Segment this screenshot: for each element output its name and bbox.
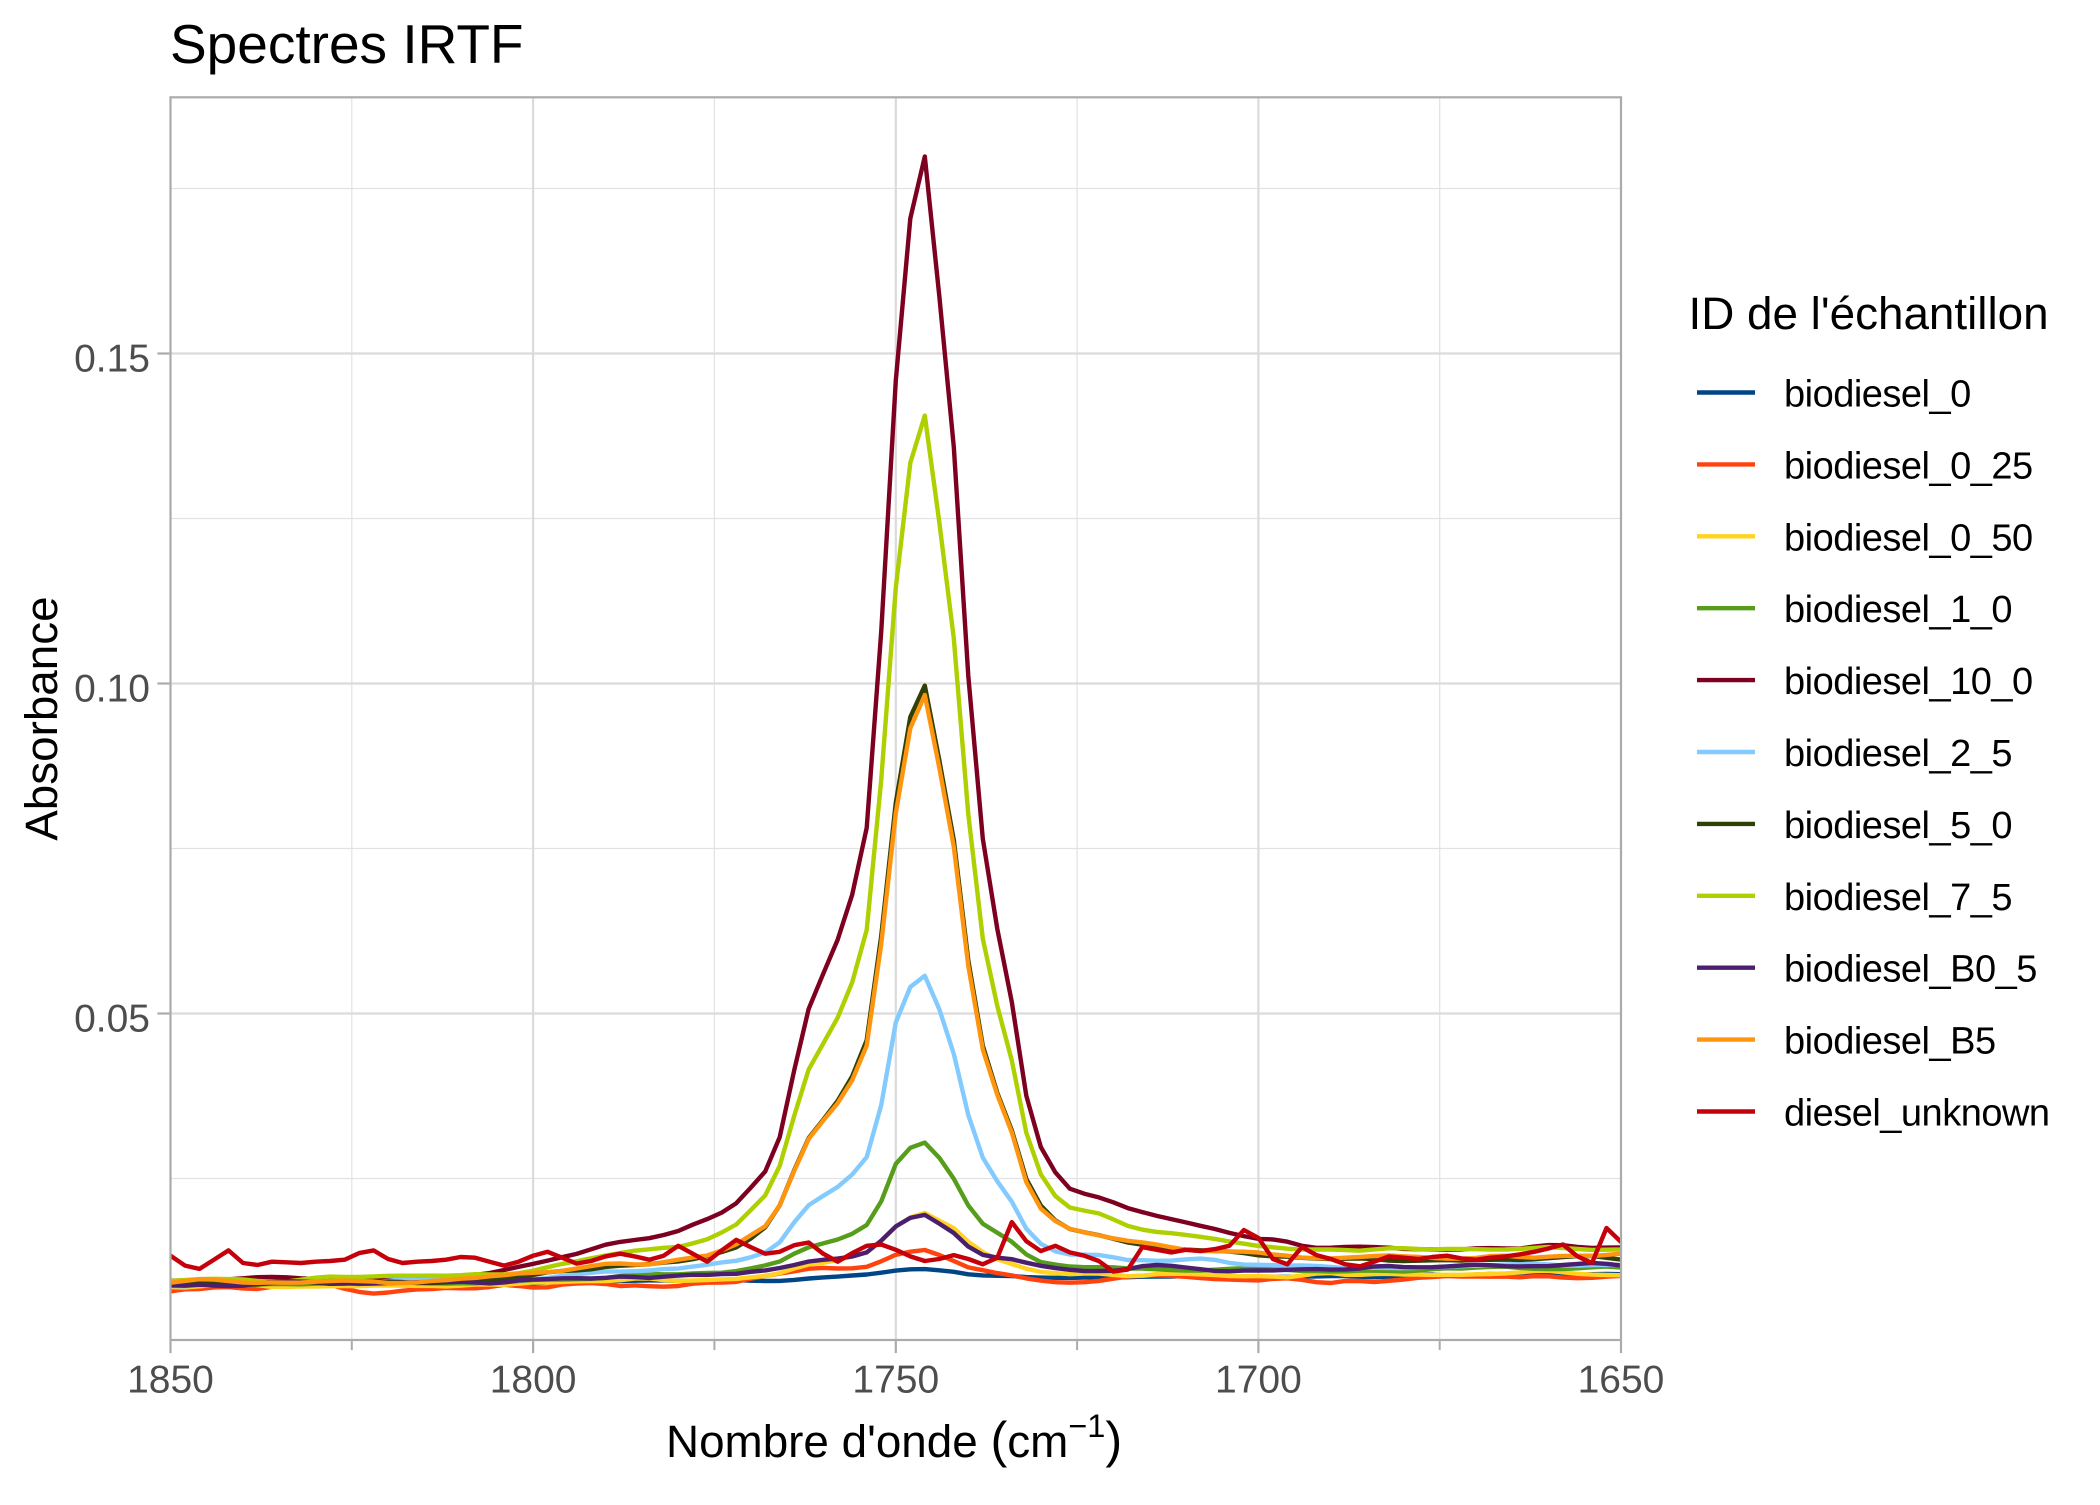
svg-text:0.05: 0.05 <box>74 998 150 1041</box>
svg-text:1700: 1700 <box>1215 1359 1302 1402</box>
svg-text:biodiesel_10_0: biodiesel_10_0 <box>1784 661 2033 703</box>
svg-text:1750: 1750 <box>852 1359 939 1402</box>
svg-text:diesel_unknown: diesel_unknown <box>1784 1093 2050 1135</box>
svg-text:biodiesel_2_5: biodiesel_2_5 <box>1784 733 2012 775</box>
svg-text:biodiesel_B0_5: biodiesel_B0_5 <box>1784 949 2037 991</box>
svg-text:1650: 1650 <box>1578 1359 1665 1402</box>
svg-text:biodiesel_7_5: biodiesel_7_5 <box>1784 877 2012 919</box>
svg-text:Spectres IRTF: Spectres IRTF <box>170 13 524 75</box>
svg-text:biodiesel_0: biodiesel_0 <box>1784 374 1971 416</box>
svg-text:0.10: 0.10 <box>74 668 150 711</box>
svg-text:Nombre d'onde (cm−1): Nombre d'onde (cm−1) <box>666 1408 1122 1468</box>
svg-text:biodiesel_0_25: biodiesel_0_25 <box>1784 445 2033 487</box>
svg-text:1800: 1800 <box>490 1359 577 1402</box>
svg-text:Absorbance: Absorbance <box>16 596 67 840</box>
svg-text:0.15: 0.15 <box>74 338 150 381</box>
svg-text:biodiesel_5_0: biodiesel_5_0 <box>1784 805 2012 847</box>
svg-text:1850: 1850 <box>127 1359 214 1402</box>
svg-text:biodiesel_0_50: biodiesel_0_50 <box>1784 517 2033 559</box>
svg-text:biodiesel_1_0: biodiesel_1_0 <box>1784 589 2012 631</box>
svg-text:biodiesel_B5: biodiesel_B5 <box>1784 1021 1996 1063</box>
svg-text:ID de l'échantillon: ID de l'échantillon <box>1689 288 2049 339</box>
